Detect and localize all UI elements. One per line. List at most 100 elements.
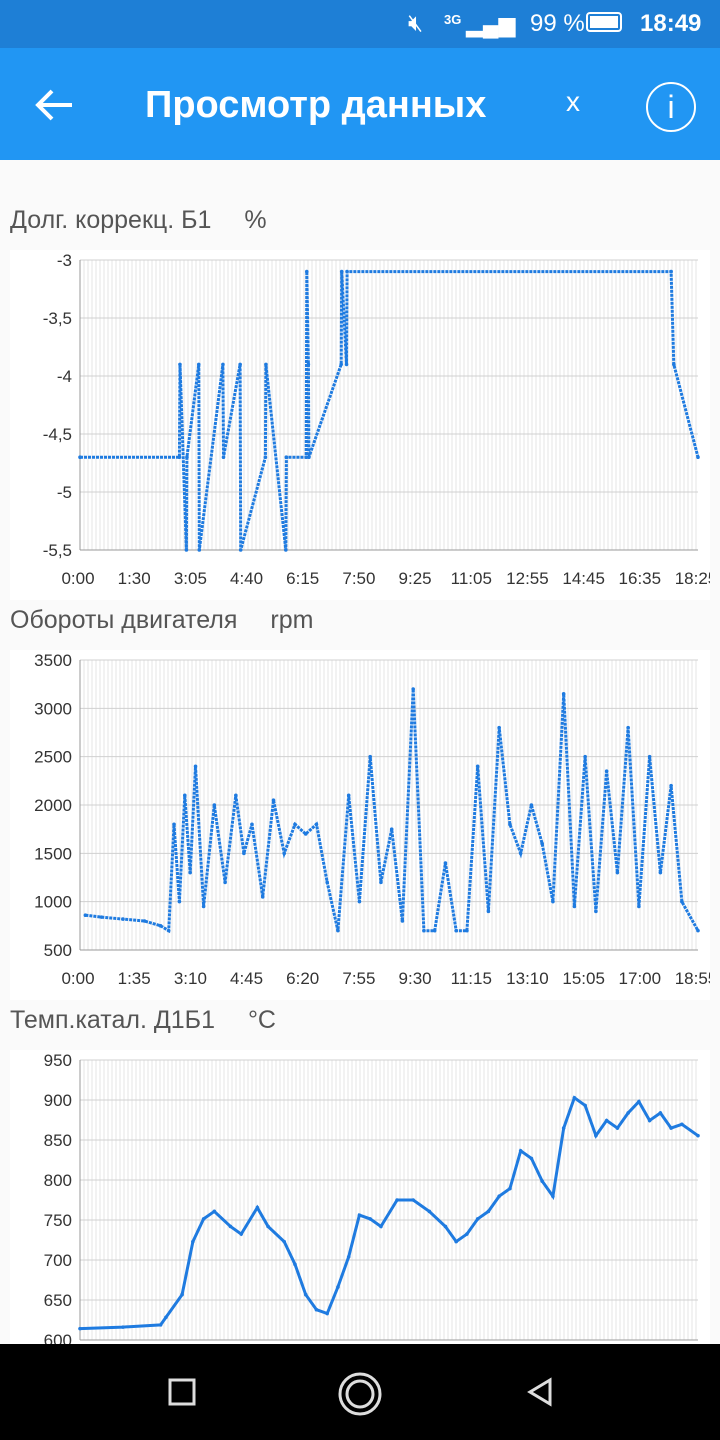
data-point xyxy=(680,899,684,904)
home-circle-icon[interactable] xyxy=(336,1370,384,1418)
recents-square-icon[interactable] xyxy=(164,1374,200,1410)
data-point xyxy=(191,1239,195,1244)
chart3-title: Темп.катал. Д1Б1 xyxy=(10,1006,215,1034)
data-view[interactable]: Долг. коррекц. Б1 % -3 -3,5 -4 -4,5 -5 -5,5 0:… xyxy=(0,160,720,1344)
data-point xyxy=(221,455,226,459)
data-point xyxy=(121,1325,125,1329)
y-tick-label: -4 xyxy=(57,367,72,386)
data-point xyxy=(497,1194,501,1199)
data-point xyxy=(583,754,587,759)
data-point xyxy=(293,822,297,827)
data-point xyxy=(529,803,534,807)
data-point xyxy=(658,1111,663,1115)
data-point xyxy=(368,754,372,759)
y-tick-label: 900 xyxy=(44,1091,72,1110)
back-triangle-icon[interactable] xyxy=(522,1374,558,1410)
data-point xyxy=(188,870,192,875)
data-point xyxy=(303,832,308,836)
data-point xyxy=(284,455,289,459)
x-tick-label: 11:05 xyxy=(451,569,492,588)
signal-icon: ▂▄▆ xyxy=(466,12,516,37)
data-point xyxy=(304,269,309,274)
data-point xyxy=(201,904,206,909)
y-tick-label: -3 xyxy=(57,251,72,270)
chart3-box: 950 900 850 800 750 700 650 600 xyxy=(10,1050,710,1344)
data-point xyxy=(422,928,426,933)
chart1-ltft: -3 -3,5 -4 -4,5 -5 -5,5 0:00 1:30 3:05 4:40 6:15 7:… xyxy=(43,251,718,588)
data-point xyxy=(264,362,268,367)
y-tick-label: 800 xyxy=(44,1171,72,1190)
x-tick-label: 15:05 xyxy=(562,969,605,988)
back-arrow-icon[interactable] xyxy=(30,80,80,130)
chart3-cat-temp: 950 900 850 800 750 700 650 600 xyxy=(44,1051,700,1344)
data-point xyxy=(239,1232,244,1236)
data-point xyxy=(271,798,276,802)
x-tick-label: 18:25 xyxy=(675,569,710,588)
data-point xyxy=(672,362,676,367)
series-line xyxy=(79,1095,699,1331)
data-point xyxy=(475,764,480,769)
data-point xyxy=(465,1232,469,1236)
data-point xyxy=(178,362,182,367)
data-point xyxy=(475,1217,480,1221)
data-point xyxy=(166,928,171,933)
data-point xyxy=(78,1326,82,1331)
data-point xyxy=(83,913,88,917)
data-point xyxy=(615,870,620,875)
data-point xyxy=(604,1118,609,1123)
y-tick-label: -5 xyxy=(57,483,72,502)
y-tick-label: 750 xyxy=(44,1211,72,1230)
data-point xyxy=(336,928,340,933)
x-tick-label: 6:15 xyxy=(286,569,319,588)
clock: 18:49 xyxy=(640,10,702,37)
data-point xyxy=(427,1209,432,1214)
data-point xyxy=(529,1156,534,1161)
series-line xyxy=(80,270,700,551)
data-point xyxy=(221,362,225,367)
status-bar: 🔇︎ 3G ▂▄▆ 99 % 18:49 xyxy=(0,0,720,48)
data-point xyxy=(282,1239,287,1244)
data-point xyxy=(336,1285,340,1289)
data-point xyxy=(669,783,673,788)
data-point xyxy=(400,919,405,923)
data-point xyxy=(432,928,437,933)
data-point xyxy=(518,1149,523,1153)
data-point xyxy=(193,764,198,769)
data-point xyxy=(497,725,501,730)
x-tick-label: 1:35 xyxy=(118,969,151,988)
data-point xyxy=(551,899,555,904)
y-tick-label: -5,5 xyxy=(43,541,72,560)
data-point xyxy=(561,1126,566,1130)
data-point xyxy=(540,841,544,846)
chart1-title: Долг. коррекц. Б1 xyxy=(10,206,212,234)
data-point xyxy=(121,917,125,921)
data-point xyxy=(540,1179,544,1183)
data-point xyxy=(572,904,577,909)
data-point xyxy=(411,1198,415,1202)
info-button[interactable]: i xyxy=(646,82,696,132)
data-point xyxy=(197,548,202,552)
data-point xyxy=(177,455,182,459)
chart2-rpm: 3500 3000 2500 2000 1500 1000 500 0:00 1:35 3:10 4… xyxy=(34,651,717,988)
data-point xyxy=(196,362,201,367)
data-point xyxy=(260,895,265,899)
y-tick-label: 2500 xyxy=(34,748,72,767)
data-point xyxy=(158,1323,163,1327)
data-point xyxy=(339,269,344,274)
mute-icon: 🔇︎ xyxy=(408,10,424,37)
chart3-title-row: Темп.катал. Д1Б1 °C xyxy=(10,1006,276,1035)
data-point xyxy=(583,1103,587,1108)
x-tick-label: 18:55 xyxy=(675,969,710,988)
data-point xyxy=(696,1133,700,1138)
data-point xyxy=(201,1217,206,1221)
close-button[interactable]: x xyxy=(566,86,580,117)
data-point xyxy=(339,362,343,367)
data-point xyxy=(647,1118,652,1123)
y-tick-label: 3000 xyxy=(34,699,72,718)
data-point xyxy=(282,851,287,856)
page-title: Просмотр данных xyxy=(145,84,487,126)
data-point xyxy=(389,827,394,831)
data-point xyxy=(443,861,448,865)
data-point xyxy=(669,269,673,274)
data-point xyxy=(508,822,512,827)
